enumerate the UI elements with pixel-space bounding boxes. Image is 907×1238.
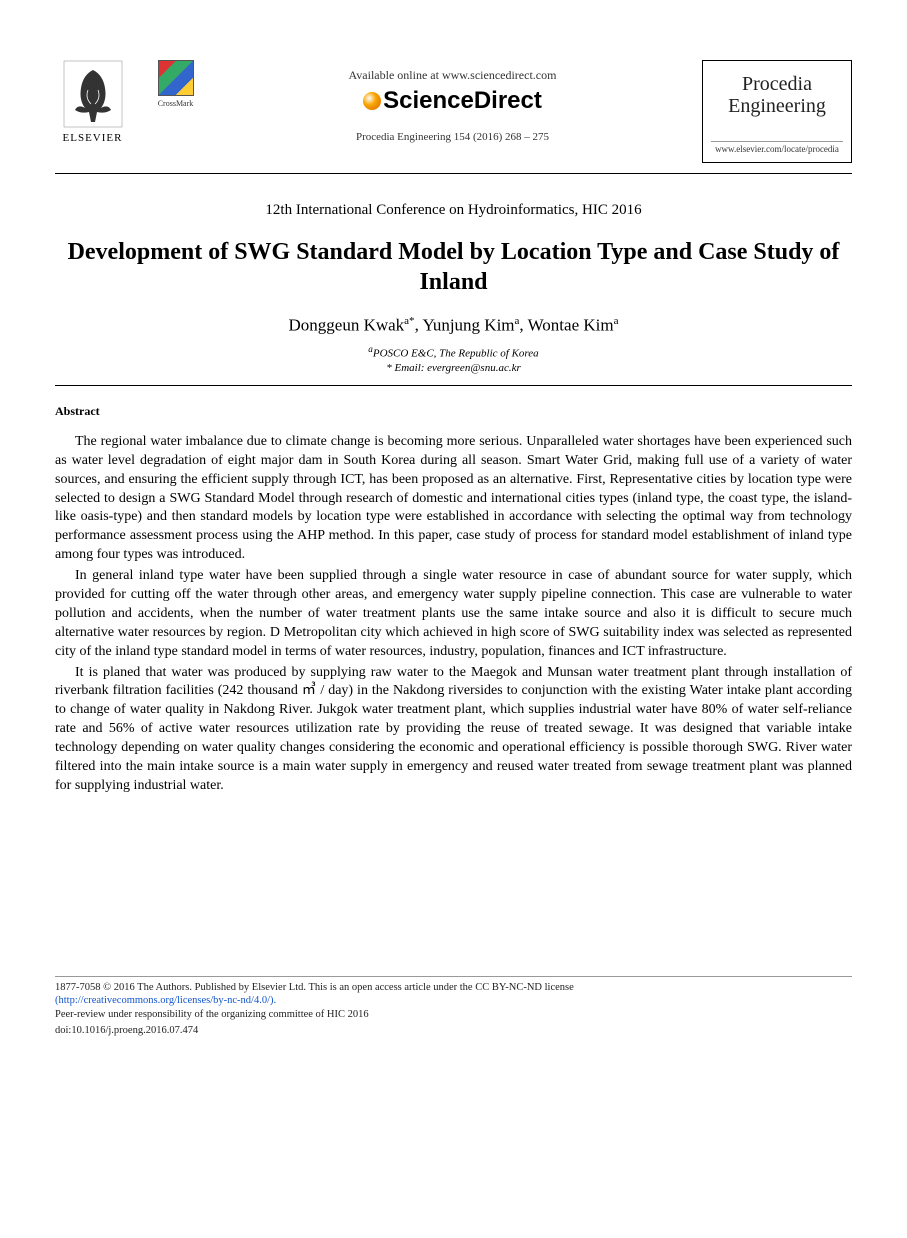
left-logos: ELSEVIER CrossMark [55, 60, 203, 144]
abstract-p1: The regional water imbalance due to clim… [55, 433, 852, 565]
footer: 1877-7058 © 2016 The Authors. Published … [55, 976, 852, 1038]
abstract-p2: In general inland type water have been s… [55, 567, 852, 661]
footer-license-url: (http://creativecommons.org/licenses/by-… [55, 994, 852, 1008]
divider-top [55, 173, 852, 174]
license-link[interactable]: (http://creativecommons.org/licenses/by-… [55, 995, 276, 1006]
affiliation-line-1: aPOSCO E&C, The Republic of Korea [55, 344, 852, 361]
page-container: ELSEVIER CrossMark Available online at w… [0, 0, 907, 1077]
affiliation-line-2: * Email: evergreen@snu.ac.kr [55, 361, 852, 375]
header-center: Available online at www.sciencedirect.co… [203, 60, 702, 143]
journal-url: www.elsevier.com/locate/procedia [711, 141, 843, 154]
abstract-heading: Abstract [55, 404, 852, 419]
authors: Donggeun Kwaka*, Yunjung Kima, Wontae Ki… [55, 315, 852, 336]
affiliation: aPOSCO E&C, The Republic of Korea * Emai… [55, 344, 852, 375]
sd-logo-text: ScienceDirect [383, 87, 542, 114]
journal-name: Procedia Engineering [711, 73, 843, 117]
conference-line: 12th International Conference on Hydroin… [55, 202, 852, 219]
footer-peer-review: Peer-review under responsibility of the … [55, 1008, 852, 1022]
elsevier-tree-icon [63, 60, 123, 128]
crossmark-label: CrossMark [148, 99, 203, 108]
footer-copyright: 1877-7058 © 2016 The Authors. Published … [55, 981, 852, 995]
journal-name-l2: Engineering [728, 95, 826, 117]
abstract-p3: It is planed that water was produced by … [55, 664, 852, 796]
abstract-body: The regional water imbalance due to clim… [55, 433, 852, 796]
sd-ball-icon [363, 92, 381, 110]
author-1: Donggeun Kwak [289, 316, 405, 335]
header-row: ELSEVIER CrossMark Available online at w… [55, 60, 852, 163]
crossmark-icon [158, 60, 194, 96]
sciencedirect-logo: ScienceDirect [218, 87, 687, 115]
author-3: Wontae Kim [528, 316, 614, 335]
elsevier-label: ELSEVIER [55, 132, 130, 144]
author-2: Yunjung Kim [422, 316, 514, 335]
crossmark-logo[interactable]: CrossMark [148, 60, 203, 108]
journal-box: Procedia Engineering www.elsevier.com/lo… [702, 60, 852, 163]
available-online-text: Available online at www.sciencedirect.co… [218, 68, 687, 83]
author-1-sup: a* [404, 315, 414, 327]
footer-doi: doi:10.1016/j.proeng.2016.07.474 [55, 1024, 852, 1038]
author-3-sup: a [614, 315, 619, 327]
journal-reference: Procedia Engineering 154 (2016) 268 – 27… [218, 131, 687, 143]
author-2-sup: a [515, 315, 520, 327]
elsevier-logo: ELSEVIER [55, 60, 130, 144]
divider-mid [55, 385, 852, 386]
aff-text: POSCO E&C, The Republic of Korea [373, 347, 539, 359]
paper-title: Development of SWG Standard Model by Loc… [55, 237, 852, 297]
journal-name-l1: Procedia [742, 73, 812, 95]
